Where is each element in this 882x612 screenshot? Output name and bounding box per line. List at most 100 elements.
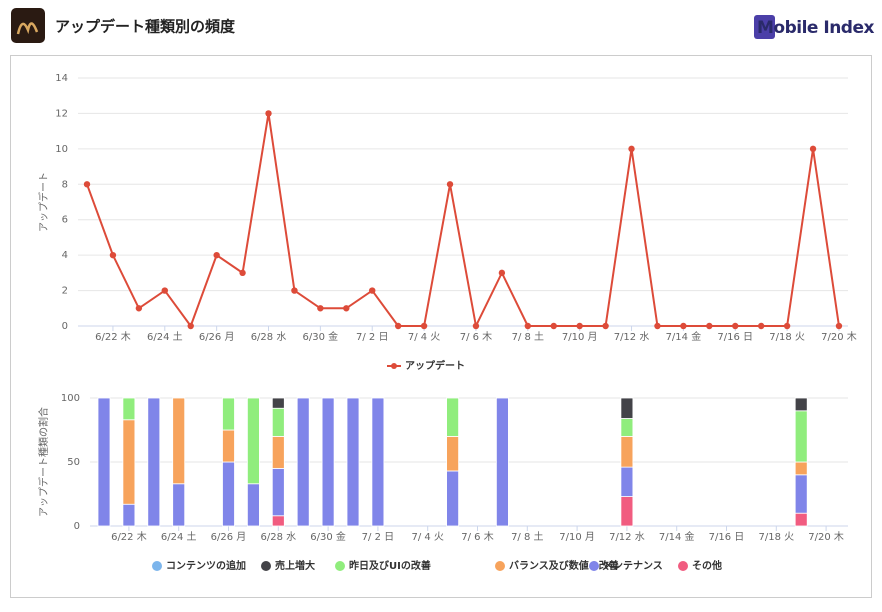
bar-segment — [246, 483, 260, 527]
bar-segment — [371, 397, 385, 527]
y-tick-label: 100 — [61, 393, 80, 404]
bar-segment — [446, 435, 460, 472]
bar-segment — [222, 397, 235, 431]
bar-segment — [620, 418, 634, 437]
x-tick-label: 6/24 土 — [147, 330, 183, 343]
bar-segment — [222, 461, 235, 527]
x-tick-label: 7/20 木 — [808, 531, 844, 543]
bar-segment — [271, 407, 285, 437]
x-tick-label: 6/24 土 — [161, 530, 197, 543]
bar-segment — [794, 512, 808, 527]
bar-segment — [271, 435, 285, 469]
x-tick-label: 7/ 6 木 — [461, 531, 493, 543]
y-tick-label: 4 — [62, 250, 68, 261]
x-tick-label: 6/26 月 — [199, 331, 235, 343]
x-tick-label: 7/14 金 — [659, 530, 695, 543]
legend-symbol — [495, 561, 505, 571]
x-tick-label: 7/16 日 — [709, 532, 745, 543]
y-tick-label: 6 — [62, 215, 68, 226]
bar-segment — [147, 397, 161, 527]
x-tick-label: 7/12 水 — [609, 531, 645, 543]
y-axis-label: アップデート — [37, 172, 50, 232]
data-point — [187, 322, 194, 330]
data-point — [498, 269, 506, 277]
line-chart: 0 2 4 6 8 10 12 14 アップデート 6/22 木 6/24 土 6/26 月 6/28 … — [37, 73, 857, 372]
data-point — [135, 305, 143, 312]
data-point — [524, 322, 532, 330]
bar-segment — [271, 515, 285, 527]
x-tick-label: 7/ 8 土 — [512, 330, 544, 343]
data-point — [809, 145, 817, 153]
y-tick-label: 8 — [62, 179, 68, 190]
data-point — [394, 322, 402, 330]
x-tick-label: 6/28 水 — [260, 531, 296, 543]
legend-label: その他 — [692, 559, 722, 572]
x-tick-label: 7/18 火 — [769, 331, 805, 343]
data-point — [550, 322, 557, 330]
bar-segment — [222, 429, 235, 463]
x-tick-label: 6/26 月 — [211, 531, 247, 543]
app-icon-glyph — [16, 22, 39, 35]
bar-segment — [620, 496, 634, 527]
bar-segment — [246, 397, 260, 485]
legend-label: 昨日及びUIの改善 — [349, 559, 431, 572]
y-tick-label: 50 — [67, 457, 80, 468]
y-tick-label: 0 — [62, 321, 68, 332]
y-tick-label: 14 — [55, 73, 68, 84]
bar-segment — [296, 397, 310, 527]
data-point — [213, 251, 220, 259]
data-point — [472, 322, 480, 330]
x-tick-label: 7/12 水 — [614, 331, 650, 343]
data-point — [680, 322, 687, 330]
legend-label: メンテナンス — [603, 560, 663, 572]
data-point — [732, 322, 739, 330]
bar-segment — [794, 461, 808, 476]
bar-segment — [321, 397, 335, 527]
legend-symbol — [261, 561, 271, 571]
data-point — [291, 287, 298, 294]
data-point — [343, 305, 350, 312]
y-tick-label: 2 — [62, 286, 68, 297]
card — [10, 55, 872, 598]
legend-symbol — [152, 561, 162, 571]
data-point — [576, 322, 583, 330]
legend-symbol — [678, 561, 688, 571]
data-point — [317, 305, 324, 312]
bar-segment — [794, 410, 808, 463]
x-tick-label: 7/ 6 木 — [460, 331, 492, 343]
x-tick-label: 7/10 月 — [559, 531, 595, 543]
x-tick-label: 6/30 金 — [310, 530, 346, 543]
data-point — [602, 322, 609, 330]
bar-chart: 0 50 100 アップデート種類の割合 6/22 木 6/24 土 6/26 月 6/28 … — [37, 393, 848, 572]
data-point — [628, 145, 635, 153]
data-line — [86, 113, 840, 330]
bar-segment — [794, 474, 808, 514]
legend-label: コンテンツの追加 — [166, 559, 246, 572]
data-point — [446, 181, 454, 188]
bar-segment — [620, 435, 634, 468]
app-icon — [11, 8, 45, 43]
page-title: アップデート種類別の頻度 — [55, 18, 236, 36]
x-tick-label: 6/22 木 — [95, 331, 131, 343]
y-tick-label: 10 — [55, 144, 68, 155]
data-point — [109, 251, 117, 259]
brand-mark — [754, 15, 775, 39]
data-point — [161, 287, 168, 294]
x-tick-label: 6/22 木 — [111, 531, 147, 543]
bar-segment — [122, 419, 136, 505]
data-point — [83, 181, 91, 188]
bar-segment — [446, 397, 460, 437]
data-point — [420, 322, 428, 330]
data-point — [835, 322, 843, 330]
x-tick-label: 6/28 水 — [251, 331, 287, 343]
x-tick-label: 7/ 4 火 — [408, 331, 440, 343]
y-tick-label: 12 — [55, 108, 68, 119]
x-tick-label: 7/16 日 — [717, 332, 753, 343]
bar-segment — [620, 397, 634, 419]
x-tick-label: 7/ 2 日 — [362, 532, 394, 543]
data-point — [369, 287, 376, 294]
x-tick-label: 7/10 月 — [562, 331, 598, 343]
x-tick-label: 7/20 木 — [821, 331, 857, 343]
bar-segment — [97, 397, 111, 527]
